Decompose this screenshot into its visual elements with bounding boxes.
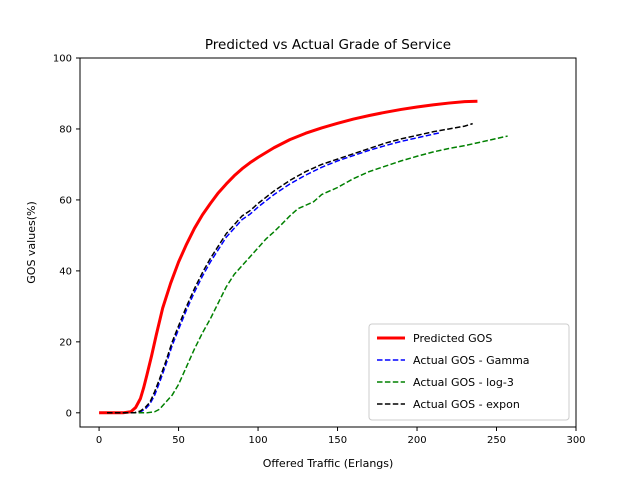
y-tick-label-0: 0	[66, 408, 72, 419]
x-tick-label-5: 250	[487, 435, 506, 446]
x-tick-label-4: 200	[407, 435, 426, 446]
x-tick-label-6: 300	[566, 435, 585, 446]
chart-title: Predicted vs Actual Grade of Service	[205, 37, 451, 53]
x-axis-label: Offered Traffic (Erlangs)	[263, 457, 394, 470]
y-tick-label-3: 60	[59, 195, 72, 206]
legend-label-3: Actual GOS - expon	[413, 398, 520, 411]
plot-area: 0 50 100 150 200 250 300 0 20 40 60 80 100	[53, 54, 586, 447]
y-tick-label-5: 100	[53, 54, 72, 65]
y-tick-label-2: 40	[59, 266, 72, 277]
series-line-0	[99, 99, 478, 415]
legend: Predicted GOS Actual GOS - Gamma Actual GO…	[368, 323, 570, 421]
legend-label-2: Actual GOS - log-3	[413, 376, 514, 389]
y-tick-label-4: 80	[59, 124, 72, 135]
legend-label-0: Predicted GOS	[413, 332, 492, 345]
x-tick-label-1: 50	[172, 435, 185, 446]
x-tick-label-3: 150	[328, 435, 347, 446]
x-tick-label-0: 0	[96, 435, 102, 446]
axes-frame	[79, 57, 577, 428]
x-tick-label-2: 100	[249, 435, 268, 446]
legend-box	[368, 323, 570, 421]
y-tick-label-1: 20	[59, 337, 72, 348]
series-line-1	[107, 131, 442, 414]
series-line-3	[107, 122, 473, 414]
legend-label-1: Actual GOS - Gamma	[413, 354, 530, 367]
series-line-2	[107, 135, 508, 414]
y-axis-label: GOS values(%)	[25, 201, 38, 283]
